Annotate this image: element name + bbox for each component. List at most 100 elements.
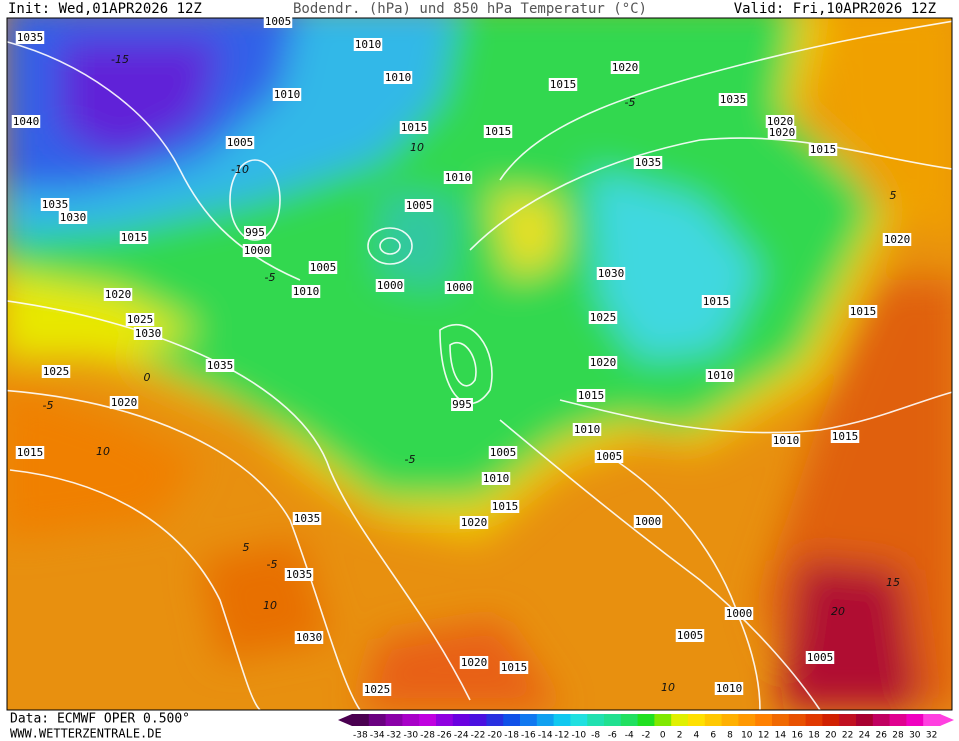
isobar-label: 1020	[590, 356, 617, 369]
isobar-label-bg	[490, 500, 520, 513]
temperature-label: 5	[243, 541, 250, 554]
isobar-label-bg	[244, 226, 266, 239]
colorbar-tick-label: -34	[370, 731, 385, 741]
isobar-label-bg	[284, 568, 314, 581]
colorbar-swatch	[688, 714, 706, 726]
colorbar-tick-label: -32	[387, 731, 402, 741]
colorbar-tick-label: -6	[608, 731, 617, 741]
isobar-label-bg	[444, 281, 474, 294]
colorbar-swatch	[520, 714, 538, 726]
colorbar-swatch	[906, 714, 924, 726]
isobar-label-bg	[588, 311, 618, 324]
isobar-label: 1020	[612, 61, 639, 74]
isobar-label: 1005	[227, 136, 254, 149]
isobar-label-bg	[41, 365, 71, 378]
colorbar-swatch	[570, 714, 588, 726]
temperature-label: -5	[265, 271, 276, 284]
isobar-label-bg	[58, 211, 88, 224]
temperature-label: -10	[231, 163, 249, 176]
colorbar-tick-label: 30	[909, 731, 921, 741]
isobar-label-bg	[675, 629, 705, 642]
isobar-label-bg	[119, 231, 149, 244]
colorbar-tick-label: 6	[710, 731, 716, 741]
colorbar-swatch	[486, 714, 504, 726]
isobar-label-bg	[125, 313, 155, 326]
isobar-label: 1030	[60, 211, 87, 224]
isobar-label: 1015	[17, 446, 44, 459]
isobar-label: 1015	[832, 430, 859, 443]
colorbar-swatch	[755, 714, 773, 726]
isobar-label-bg	[767, 126, 797, 139]
isobar-label-bg	[133, 327, 163, 340]
isobar-label: 1040	[13, 115, 40, 128]
isobar-label: 1020	[461, 656, 488, 669]
isobar-label: 1035	[720, 93, 747, 106]
isobar-label: 1005	[310, 261, 337, 274]
isobar-label-bg	[459, 516, 489, 529]
isobar-label-bg	[499, 661, 529, 674]
colorbar-swatch	[654, 714, 672, 726]
isobar-label: 1010	[355, 38, 382, 51]
colorbar-tick-label: 12	[758, 731, 769, 741]
colorbar-tick-label: 26	[875, 731, 887, 741]
isobar-label-bg	[242, 244, 272, 257]
colorbar-tick-label: -10	[571, 731, 586, 741]
colorbar-arrow-left	[338, 714, 352, 726]
colorbar-tick-label: 18	[808, 731, 820, 741]
colorbar-swatch	[822, 714, 840, 726]
temperature-label: -5	[43, 399, 54, 412]
colorbar-swatch	[385, 714, 403, 726]
isobar-label: 1035	[635, 156, 662, 169]
isobar-label: 1030	[296, 631, 323, 644]
isobar-label: 1015	[492, 500, 519, 513]
isobar-label-bg	[848, 305, 878, 318]
isobar-label-bg	[399, 121, 429, 134]
colorbar-swatch	[637, 714, 655, 726]
isobars	[7, 20, 952, 710]
colorbar-tick-label: -2	[642, 731, 651, 741]
isobar-label: 1030	[135, 327, 162, 340]
isobar-label: 1025	[364, 683, 391, 696]
isobar-label-bg	[291, 285, 321, 298]
isobar-label-bg	[205, 359, 235, 372]
isobar-label-bg	[383, 71, 413, 84]
isobar-label-bg	[765, 115, 795, 128]
isobar-label-bg	[808, 143, 838, 156]
temperature-label: 10	[410, 141, 424, 154]
colorbar-swatch	[419, 714, 437, 726]
isobar-label-bg	[225, 136, 255, 149]
isobar-label-bg	[103, 288, 133, 301]
colorbar-swatch	[553, 714, 571, 726]
colorbar-swatch	[856, 714, 874, 726]
temperature-label: -5	[267, 558, 278, 571]
isobar-label-bg	[15, 31, 45, 44]
isobar-label: 1010	[483, 472, 510, 485]
isobar-label-bg	[718, 93, 748, 106]
temperature-label: -15	[111, 53, 129, 66]
isobar-label: 1010	[293, 285, 320, 298]
isobar-label-bg	[610, 61, 640, 74]
isobar-label: 1015	[485, 125, 512, 138]
isobar-label: 1005	[490, 446, 517, 459]
colorbar-swatch	[889, 714, 907, 726]
isobar-label-bg	[830, 430, 860, 443]
colorbar-swatch	[402, 714, 420, 726]
isobar-label: 1000	[726, 607, 753, 620]
colorbar-swatch	[436, 714, 454, 726]
colorbar-tick-label: -28	[420, 731, 435, 741]
isobar-label: 1005	[596, 450, 623, 463]
isobar-label-bg	[488, 446, 518, 459]
isobar-label: 1015	[401, 121, 428, 134]
isobar-label: 1020	[111, 396, 138, 409]
isobar-label-bg	[705, 369, 735, 382]
isobar-label: 1010	[716, 682, 743, 695]
isobar-label: 1025	[127, 313, 154, 326]
isobar-label: 1000	[635, 515, 662, 528]
isobar-label-bg	[548, 78, 578, 91]
colorbar-tick-label: 2	[677, 731, 683, 741]
colorbar-tick-label: -12	[555, 731, 570, 741]
isobar-label: 1010	[274, 88, 301, 101]
isobar-label-bg	[308, 261, 338, 274]
colorbar-tick-label: 32	[926, 731, 937, 741]
